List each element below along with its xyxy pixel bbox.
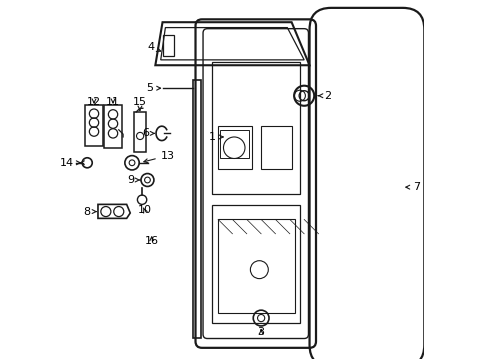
Text: 8: 8 [83, 207, 96, 217]
Text: 9: 9 [127, 175, 140, 185]
Text: 2: 2 [318, 91, 331, 101]
Text: 12: 12 [87, 97, 101, 107]
Text: 13: 13 [144, 150, 175, 163]
Text: 14: 14 [59, 158, 80, 168]
Text: 7: 7 [406, 182, 420, 192]
Text: 15: 15 [133, 97, 147, 110]
Text: 3: 3 [258, 327, 265, 337]
Text: 4: 4 [147, 42, 161, 52]
Text: 5: 5 [147, 83, 161, 93]
Text: 1: 1 [209, 132, 223, 142]
Text: 10: 10 [138, 206, 151, 216]
Text: 11: 11 [106, 97, 120, 107]
Text: 16: 16 [145, 236, 159, 246]
Text: 6: 6 [142, 129, 155, 138]
